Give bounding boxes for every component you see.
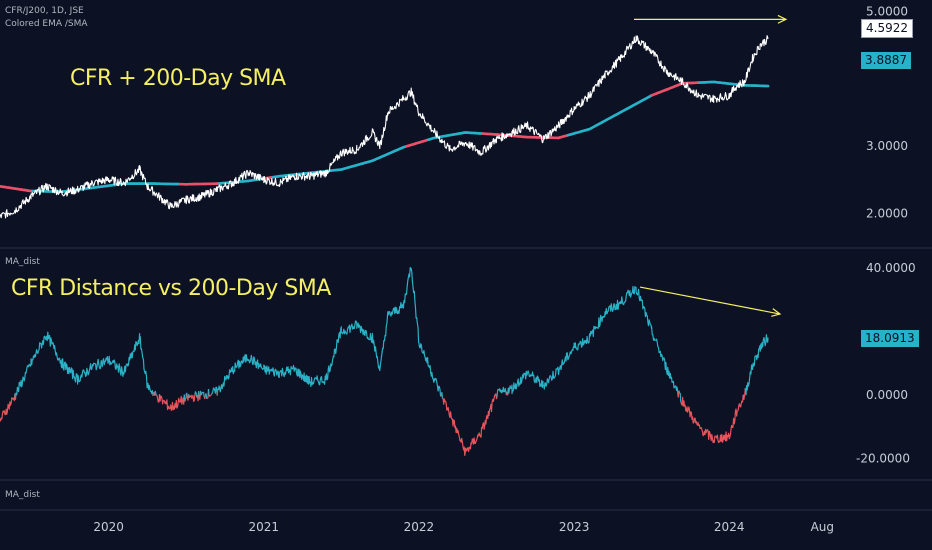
declining-highs-arrow [639,286,781,315]
resistance-arrow-head [777,14,788,24]
distance-segment [196,391,200,402]
distance-segment [680,394,744,444]
pane2-label: MA_dist [5,257,40,267]
distance-segment [216,388,219,396]
x-tick-label: 2022 [404,520,435,534]
distance-segment [442,394,496,456]
distance-segment [194,391,198,398]
distance-segment [199,390,205,397]
x-tick-label: 2023 [559,520,590,534]
distance-segment [678,390,682,403]
y-tick-price: 3.0000 [866,139,908,153]
distance-segment [154,390,157,396]
distance-segment [209,394,213,397]
distance-segment [211,386,218,396]
symbol-line: CFR/J200, 1D, JSE [5,6,84,16]
distance-segment [15,331,154,397]
y-tick-distance: 0.0000 [866,388,908,402]
distance-segment [156,394,161,403]
pane-separators [0,247,932,511]
y-tick-distance: 40.0000 [866,261,916,275]
distance-segment [198,390,202,400]
distance-chart-title: CFR Distance vs 200-Day SMA [11,276,331,301]
price-line [0,35,769,219]
x-tick-label: Aug [811,520,834,534]
distance-segment [217,266,442,397]
distance-line [0,266,769,456]
distance-segment [198,391,200,398]
distance-segment [184,393,187,402]
declining-highs-arrow-head [771,308,782,317]
price-chart-title: CFR + 200-Day SMA [70,66,286,91]
distance-segment [0,393,16,422]
distance-segment [507,285,679,398]
x-axis-ticks: 2020 2021 2022 2023 2024 Aug [93,520,834,534]
distance-segment [188,394,196,402]
y-tick-price: 5.0000 [866,4,908,18]
y-tick-distance: -20.0000 [856,452,910,466]
distance-segment [206,389,210,400]
annotations [634,14,788,317]
price-series [0,35,769,219]
x-tick-label: 2020 [93,520,124,534]
pane3-label: MA_dist [5,490,40,500]
distance-value-badge: 18.0913 [861,330,919,347]
distance-segment [744,334,769,396]
indicator-line: Colored EMA /SMA [5,19,88,29]
y-tick-price: 2.0000 [866,206,908,220]
distance-segment [14,392,17,400]
last-price-badge: 4.5922 [861,19,913,38]
sma-value-badge: 3.8887 [861,52,911,69]
distance-segment [441,392,444,399]
distance-segment [743,388,746,400]
distance-segment [205,393,208,399]
y-axis-ticks: 5.0000 3.0000 2.0000 40.0000 0.0000 -20.0000 [856,4,916,465]
x-tick-label: 2021 [249,520,280,534]
distance-segment [185,392,188,398]
sma200-line [0,80,770,193]
distance-segment [159,394,185,411]
distance-segment [207,389,210,397]
distance-segment [497,386,507,396]
distance-segment [495,389,499,400]
x-tick-label: 2024 [714,520,745,534]
